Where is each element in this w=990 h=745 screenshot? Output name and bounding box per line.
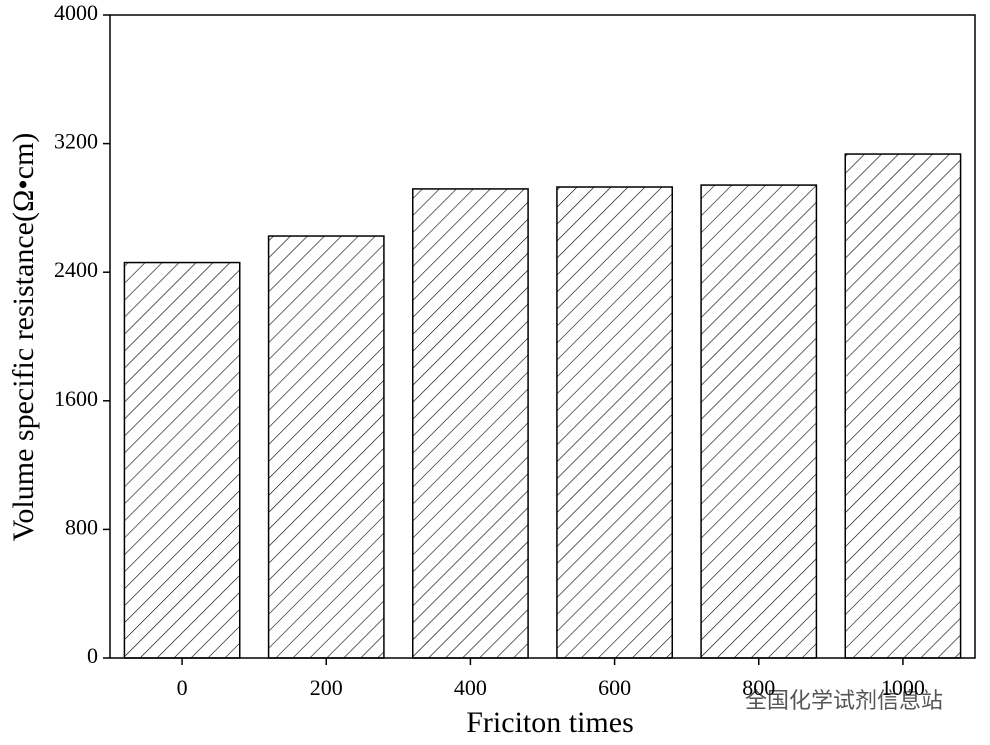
bar	[556, 186, 674, 659]
y-axis-title: Volume specific resistance(Ω•cm)	[7, 133, 40, 542]
y-tick-label: 0	[87, 643, 98, 668]
x-tick-label: 0	[177, 675, 188, 700]
plot-frame	[109, 14, 976, 659]
y-tick-label: 3200	[54, 129, 98, 154]
x-tick-label: 800	[742, 675, 775, 700]
x-axis-title: Friciton times	[466, 706, 634, 739]
y-tick-label: 800	[65, 514, 98, 539]
bar	[844, 153, 962, 659]
watermark: 全国化学试剂信息站	[745, 689, 943, 714]
y-tick-label: 4000	[54, 0, 98, 25]
y-tick-label: 1600	[54, 386, 98, 411]
bar	[123, 261, 241, 659]
x-tick-label: 600	[598, 675, 631, 700]
x-tick-label: 1000	[881, 675, 925, 700]
bar	[267, 235, 385, 659]
x-tick-label: 400	[454, 675, 487, 700]
x-tick-label: 200	[310, 675, 343, 700]
bar	[700, 184, 818, 659]
y-tick-label: 2400	[54, 257, 98, 282]
bar	[412, 188, 529, 659]
